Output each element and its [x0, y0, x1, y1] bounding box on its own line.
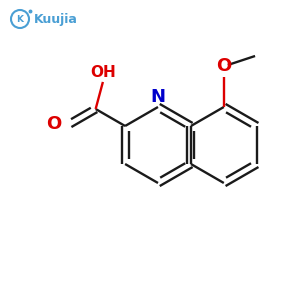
Text: O: O: [46, 115, 62, 133]
Text: Kuujia: Kuujia: [34, 13, 78, 26]
Text: O: O: [216, 57, 231, 75]
Text: K: K: [16, 14, 23, 23]
Text: N: N: [151, 88, 166, 106]
Text: OH: OH: [90, 65, 116, 80]
